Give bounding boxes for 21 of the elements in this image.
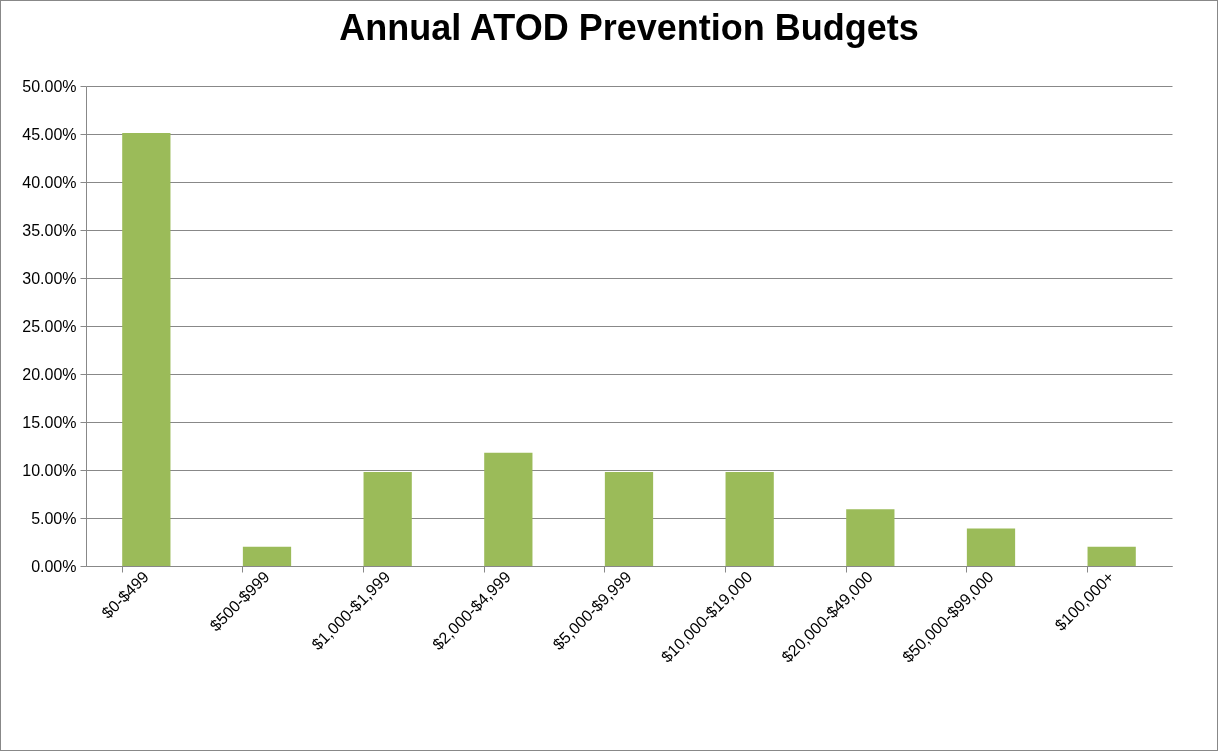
bar: [966, 528, 1016, 566]
bar: [725, 471, 774, 566]
bar: [846, 509, 895, 566]
y-tick-label: 5.00%: [31, 509, 77, 527]
y-tick-label: 50.00%: [22, 77, 77, 95]
y-tick-label: 20.00%: [22, 365, 77, 383]
bar: [122, 133, 171, 566]
y-tick-label: 35.00%: [22, 221, 77, 239]
bar: [484, 452, 533, 566]
y-tick-label: 30.00%: [22, 269, 77, 287]
bar: [242, 546, 292, 566]
bar: [363, 471, 412, 566]
y-tick-label: 45.00%: [22, 125, 77, 143]
bar: [604, 471, 654, 566]
y-tick-label: 0.00%: [31, 557, 77, 575]
y-tick-label: 25.00%: [22, 317, 77, 335]
y-tick-label: 15.00%: [22, 413, 77, 431]
chart-title: Annual ATOD Prevention Budgets: [339, 7, 919, 48]
y-tick-label: 10.00%: [22, 461, 77, 479]
bar: [1087, 546, 1136, 566]
y-tick-label: 40.00%: [22, 173, 77, 191]
